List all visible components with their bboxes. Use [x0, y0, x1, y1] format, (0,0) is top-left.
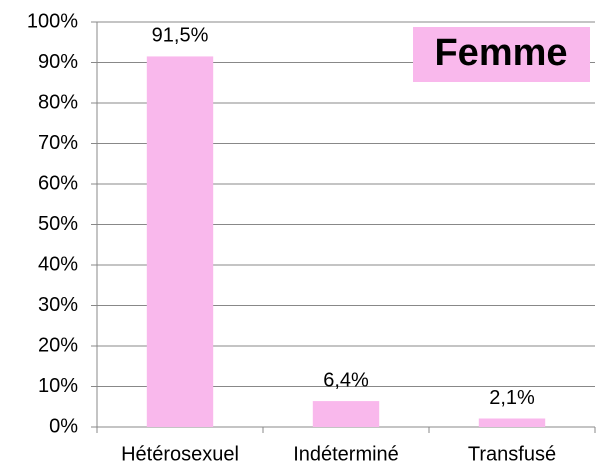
x-tick-label: Hétérosexuel [121, 443, 239, 465]
y-tick-label: 80% [38, 91, 78, 113]
y-tick-label: 0% [49, 415, 78, 437]
bar [478, 418, 546, 427]
y-tick-label: 70% [38, 132, 78, 154]
x-tick-label: Indéterminé [293, 443, 399, 465]
data-label: 91,5% [152, 25, 209, 47]
y-tick-label: 10% [38, 375, 78, 397]
y-tick-label: 40% [38, 253, 78, 275]
data-label: 2,1% [489, 387, 535, 409]
y-tick-label: 50% [38, 213, 78, 235]
bar [146, 56, 214, 428]
y-tick-label: 100% [27, 10, 78, 32]
y-tick-label: 60% [38, 172, 78, 194]
bar [312, 401, 380, 427]
y-tick-label: 30% [38, 294, 78, 316]
y-tick-label: 20% [38, 334, 78, 356]
annotation: Femme [434, 32, 567, 74]
x-tick-label: Transfusé [468, 443, 556, 465]
annotation-box [413, 27, 590, 82]
data-label: 6,4% [323, 369, 369, 391]
y-tick-label: 90% [38, 51, 78, 73]
